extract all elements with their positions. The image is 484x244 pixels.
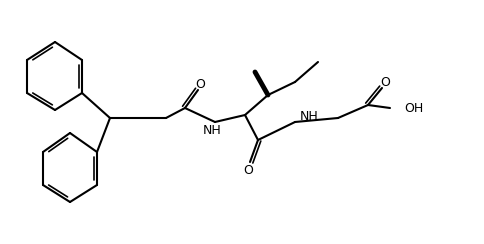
- Text: O: O: [380, 75, 390, 89]
- Text: OH: OH: [404, 102, 423, 114]
- Text: O: O: [195, 79, 205, 92]
- Text: NH: NH: [300, 111, 319, 123]
- Text: NH: NH: [203, 123, 221, 136]
- Text: O: O: [243, 163, 253, 176]
